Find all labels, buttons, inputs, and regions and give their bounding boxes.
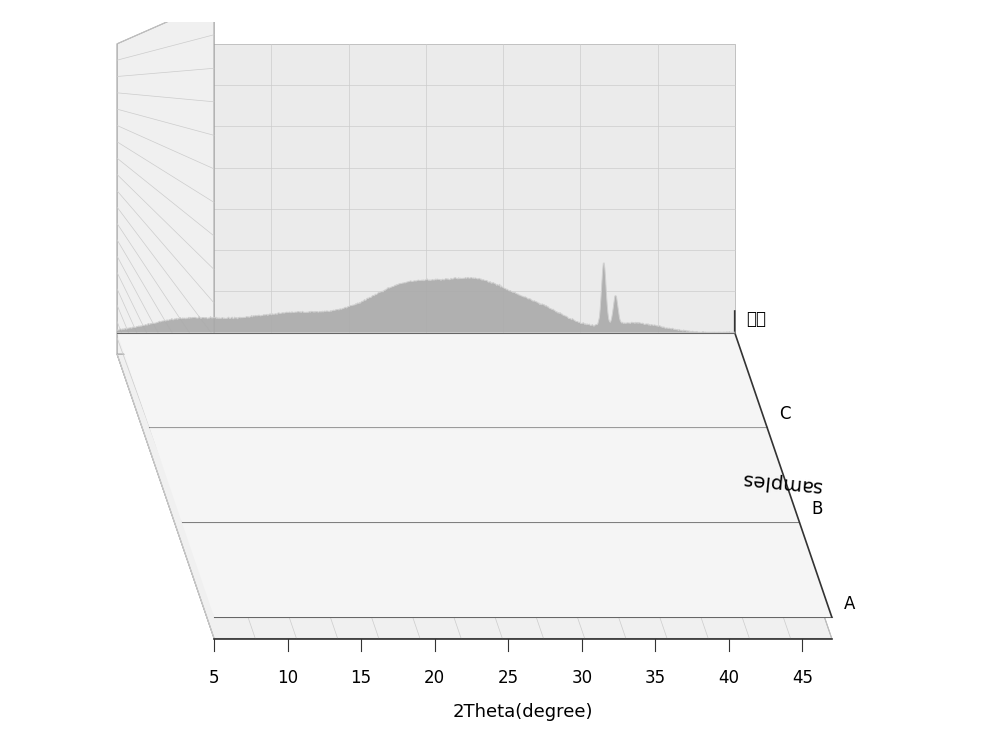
Text: 原始: 原始 — [746, 311, 766, 328]
Text: A: A — [844, 594, 855, 613]
Text: 20: 20 — [424, 669, 445, 687]
Polygon shape — [149, 377, 767, 427]
Text: 45: 45 — [792, 669, 813, 687]
Polygon shape — [149, 427, 799, 522]
Text: 10: 10 — [277, 669, 298, 687]
Polygon shape — [182, 476, 799, 522]
Text: 25: 25 — [498, 669, 519, 687]
Polygon shape — [117, 1, 214, 638]
Text: 40: 40 — [718, 669, 739, 687]
Text: 5: 5 — [209, 669, 219, 687]
Text: 30: 30 — [571, 669, 592, 687]
Polygon shape — [117, 44, 735, 333]
Text: B: B — [811, 500, 823, 518]
Text: 15: 15 — [351, 669, 372, 687]
Text: 2Theta(degree): 2Theta(degree) — [453, 703, 593, 721]
Polygon shape — [214, 574, 832, 617]
Text: samples: samples — [740, 470, 822, 496]
Text: 35: 35 — [645, 669, 666, 687]
Text: C: C — [779, 405, 790, 423]
Polygon shape — [117, 263, 735, 333]
Polygon shape — [182, 522, 832, 617]
Polygon shape — [117, 354, 832, 638]
Polygon shape — [117, 333, 767, 427]
